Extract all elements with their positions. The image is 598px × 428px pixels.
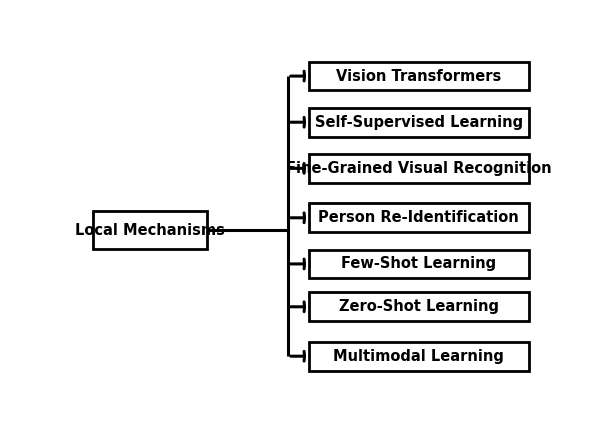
Bar [93,211,207,249]
Text: Fine-Grained Visual Recognition: Fine-Grained Visual Recognition [286,161,552,176]
Text: Multimodal Learning: Multimodal Learning [334,349,504,364]
Text: Vision Transformers: Vision Transformers [336,68,502,83]
Bar [309,250,529,278]
Text: Local Mechanisms: Local Mechanisms [75,223,225,238]
Bar [309,292,529,321]
Bar [309,342,529,371]
Text: Few-Shot Learning: Few-Shot Learning [341,256,496,271]
Bar [309,203,529,232]
Text: Zero-Shot Learning: Zero-Shot Learning [339,299,499,314]
Bar [309,62,529,90]
Text: Person Re-Identification: Person Re-Identification [319,210,519,225]
Bar [309,154,529,183]
Bar [309,108,529,137]
Text: Self-Supervised Learning: Self-Supervised Learning [315,115,523,130]
